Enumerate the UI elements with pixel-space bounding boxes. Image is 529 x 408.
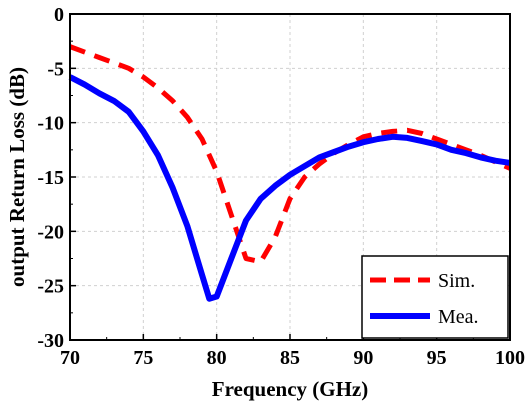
series-layer xyxy=(68,44,512,302)
x-tick-label: 75 xyxy=(133,347,153,369)
x-tick-label: 70 xyxy=(60,347,80,369)
y-tick-label: 0 xyxy=(54,4,64,26)
legend-label-sim: Sim. xyxy=(438,270,475,292)
y-tick-label: -25 xyxy=(37,276,64,298)
x-axis-title: Frequency (GHz) xyxy=(212,377,369,401)
y-tick-label: -5 xyxy=(47,58,64,80)
series-line-mea xyxy=(68,74,511,302)
x-tick-label: 80 xyxy=(207,347,227,369)
y-tick-label: -30 xyxy=(37,330,64,352)
ticks: 70 75 80 85 90 95 100 0 -5 -10 -15 -20 -25 -30 xyxy=(37,4,525,369)
legend-label-mea: Mea. xyxy=(438,306,479,328)
y-tick-label: -10 xyxy=(37,113,64,135)
x-tick-label: 90 xyxy=(353,347,373,369)
legend-box xyxy=(361,255,509,339)
legend: Sim. Mea. xyxy=(361,255,509,339)
x-tick-label: 95 xyxy=(427,347,447,369)
x-tick-label: 85 xyxy=(280,347,300,369)
y-tick-label: -15 xyxy=(37,167,64,189)
y-tick-label: -20 xyxy=(37,221,64,243)
y-axis-title: output Return Loss (dB) xyxy=(5,67,29,287)
series-line-sim xyxy=(69,44,512,265)
x-tick-label: 100 xyxy=(495,347,525,369)
